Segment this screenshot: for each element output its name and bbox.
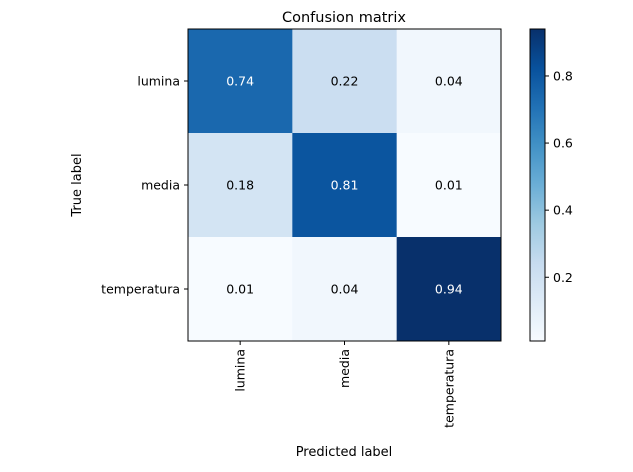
x-tick-label: temperatura (441, 349, 456, 428)
colorbar: 0.2 0.4 0.6 0.8 (529, 28, 573, 342)
cell-value-label: 0.01 (435, 178, 463, 193)
y-axis-label: True label (70, 153, 85, 217)
matrix-cell (292, 29, 398, 134)
matrix-cell (396, 237, 502, 342)
chart-title: Confusion matrix (282, 10, 406, 26)
colorbar-tick-label: 0.6 (553, 136, 573, 151)
colorbar-tick-label: 0.2 (553, 270, 573, 285)
x-axis-label: Predicted label (296, 445, 393, 460)
x-tick-label: lumina (233, 349, 248, 392)
cell-value-label: 0.94 (435, 282, 463, 297)
cell-value-label: 0.22 (331, 74, 359, 89)
cell-value-label: 0.01 (226, 282, 254, 297)
matrix-cell (188, 133, 293, 238)
colorbar-tick-label: 0.8 (553, 68, 573, 83)
matrix-cell (396, 133, 502, 238)
cell-value-label: 0.04 (435, 74, 463, 89)
colorbar-gradient (529, 28, 546, 342)
matrix-cell (292, 237, 398, 342)
cell-value-label: 0.74 (226, 74, 254, 89)
y-tick-label: temperatura (101, 282, 180, 297)
x-tick-label: media (337, 349, 352, 388)
y-tick-label: lumina (137, 74, 180, 89)
colorbar-tick-label: 0.4 (553, 203, 573, 218)
y-tick-label: media (141, 178, 180, 193)
cell-value-label: 0.04 (331, 282, 359, 297)
matrix-cell (292, 133, 398, 238)
matrix-cell (188, 29, 293, 134)
cell-value-label: 0.81 (331, 178, 359, 193)
matrix-cell (188, 237, 293, 342)
cell-value-label: 0.18 (226, 178, 254, 193)
matrix-cell (396, 29, 502, 134)
